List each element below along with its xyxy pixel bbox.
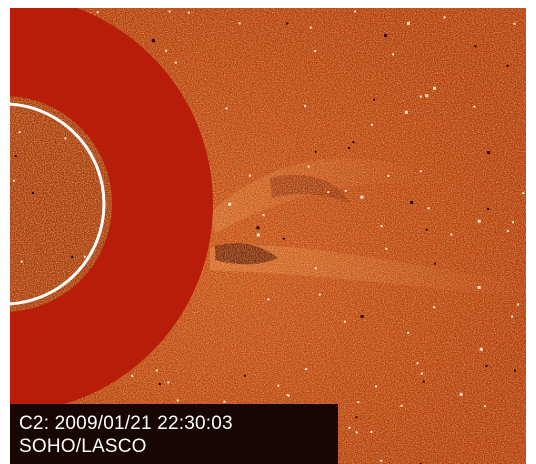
- coronagraph-scene: [10, 8, 526, 464]
- bright-pixels: [13, 10, 525, 464]
- coronagraph-image: C2: 2009/01/21 22:30:03 SOHO/LASCO: [10, 8, 526, 464]
- sun-outline: [10, 102, 106, 306]
- caption-instrument: SOHO/LASCO: [19, 436, 147, 457]
- caption-box: C2: 2009/01/21 22:30:03 SOHO/LASCO: [10, 404, 338, 464]
- caption-timestamp: C2: 2009/01/21 22:30:03: [19, 413, 233, 434]
